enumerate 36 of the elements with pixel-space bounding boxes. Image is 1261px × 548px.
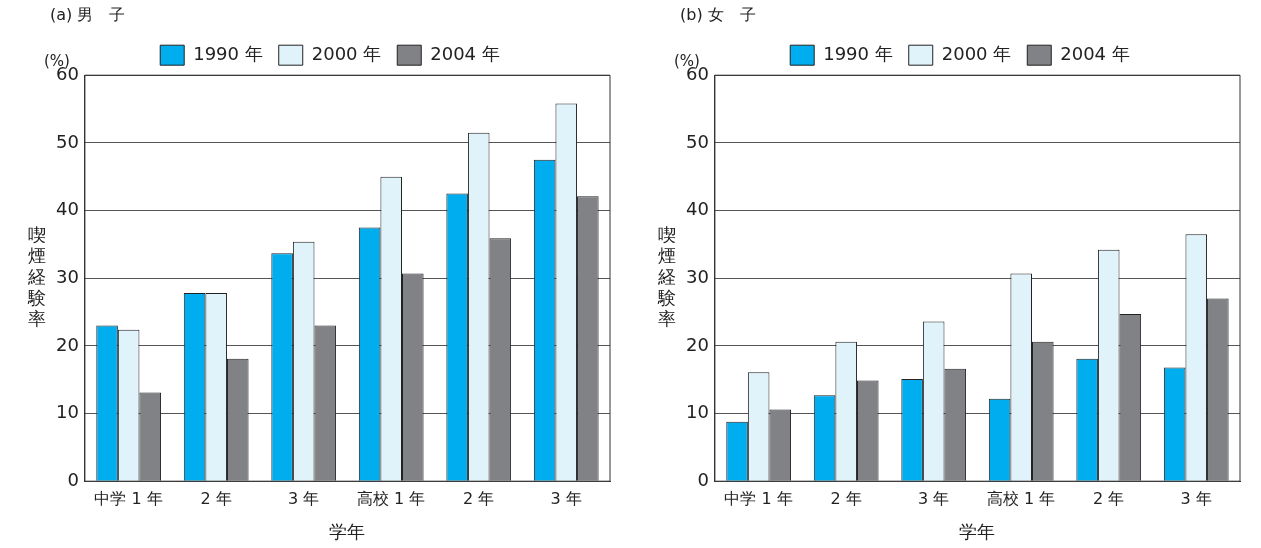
x-tick-label: 高校 1 年: [987, 488, 1056, 508]
y-tick-label: 0: [67, 468, 79, 490]
x-tick-label: 3 年: [1180, 488, 1212, 508]
y-tick-label: 30: [686, 265, 709, 287]
x-tick-label: 3 年: [918, 488, 950, 508]
y-tick-label: 20: [56, 333, 79, 355]
x-axis-title: 学年: [329, 520, 366, 542]
y-tick-label: 10: [686, 401, 709, 423]
y-tick-label: 40: [56, 198, 79, 220]
y-axis-title: 喫煙経験率: [26, 223, 46, 329]
legend-label: 1990 年: [823, 42, 893, 64]
x-tick-label: 2 年: [463, 488, 495, 508]
x-tick-label: 3 年: [288, 488, 320, 508]
y-tick-label: 10: [56, 401, 79, 423]
legend-label: 2000 年: [311, 42, 382, 64]
legend-label: 2000 年: [941, 42, 1012, 64]
x-tick-label: 中学 1 年: [724, 488, 793, 508]
x-tick-label: 中学 1 年: [94, 488, 163, 508]
y-tick-label: 30: [56, 265, 79, 287]
x-tick-label: 2 年: [200, 488, 232, 508]
y-axis-title: 喫煙経験率: [656, 223, 676, 329]
legend-label: 1990 年: [193, 42, 263, 64]
chart-title: (a) 男 子: [50, 4, 126, 24]
y-tick-label: 50: [686, 130, 709, 152]
y-tick-label: 40: [686, 198, 709, 220]
x-tick-label: 2 年: [1093, 488, 1125, 508]
chart-title: (b) 女 子: [680, 4, 756, 24]
x-tick-label: 3 年: [550, 488, 582, 508]
x-tick-label: 高校 1 年: [357, 488, 426, 508]
y-tick-label: 50: [56, 130, 79, 152]
x-axis-title: 学年: [959, 520, 996, 542]
x-tick-label: 2 年: [830, 488, 862, 508]
legend-label: 2004 年: [430, 42, 500, 64]
y-tick-label: 0: [697, 468, 709, 490]
y-tick-label: 20: [686, 333, 709, 355]
legend-label: 2004 年: [1060, 42, 1130, 64]
